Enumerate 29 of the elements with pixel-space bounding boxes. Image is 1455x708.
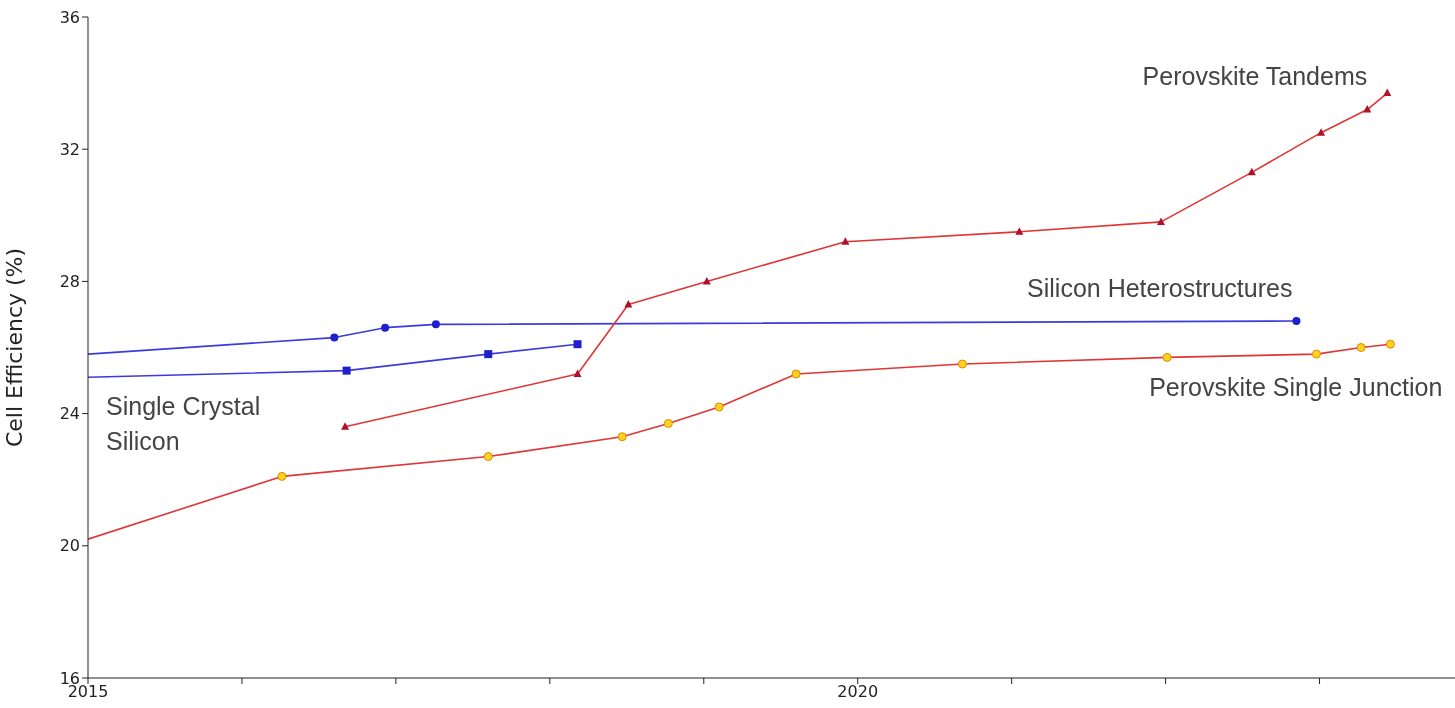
point	[330, 333, 339, 342]
y-axis-title: Cell Efficiency (%)	[1, 247, 27, 448]
point	[1317, 128, 1326, 136]
y-tick-label: 20	[59, 536, 80, 556]
point	[1363, 105, 1372, 113]
point	[341, 422, 350, 430]
series-label: Single Crystal Silicon	[106, 392, 261, 456]
y-tick-label: 28	[59, 272, 80, 292]
point	[1247, 167, 1256, 176]
point	[381, 323, 390, 332]
point	[1292, 317, 1301, 326]
x-tick-label: 2020	[837, 682, 879, 702]
point	[573, 369, 582, 377]
point	[1383, 88, 1392, 97]
point	[702, 276, 711, 285]
point	[1156, 217, 1165, 225]
y-tick-label: 32	[59, 139, 80, 159]
series-label: Silicon Heterostructures	[1027, 274, 1293, 303]
point	[431, 320, 440, 329]
point	[624, 300, 633, 308]
y-tick-label: 36	[59, 7, 80, 27]
series-label: Perovskite Single Junction	[1149, 373, 1443, 402]
point	[484, 350, 493, 359]
point	[573, 340, 582, 349]
series-label: Perovskite Tandems	[1142, 62, 1368, 91]
point	[342, 366, 351, 375]
point	[1015, 227, 1024, 235]
point	[841, 237, 850, 245]
y-tick-label: 24	[59, 404, 80, 424]
